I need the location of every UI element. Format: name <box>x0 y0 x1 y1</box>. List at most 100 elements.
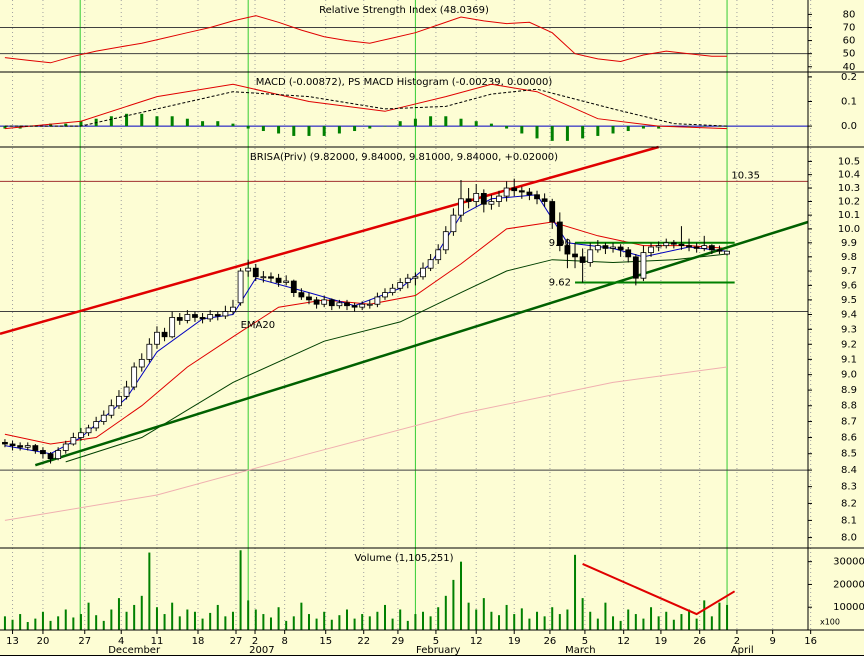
candle-body <box>123 386 130 397</box>
x-tick-label: 2 <box>734 636 740 647</box>
candle-body <box>655 245 662 248</box>
candle-body <box>344 302 350 307</box>
candle-body <box>701 245 708 249</box>
volume-bar <box>612 616 615 630</box>
month-label: February <box>416 645 460 656</box>
candle-body <box>313 299 320 305</box>
candle-body <box>724 250 730 255</box>
y-tick-label: 9.4 <box>841 310 857 321</box>
volume-bar <box>19 614 22 630</box>
x-tick-label: 27 <box>230 636 243 647</box>
histogram-bar <box>125 113 129 127</box>
y-tick-label: 10.5 <box>838 156 860 167</box>
volume-bar <box>193 611 196 630</box>
candle-body <box>496 195 502 202</box>
histogram-bar <box>64 123 68 127</box>
volume-bar <box>186 609 189 630</box>
histogram-bar <box>383 126 387 127</box>
candle-body <box>617 246 624 251</box>
volume-bar <box>467 602 470 630</box>
volume-bar <box>3 616 6 630</box>
trend-line <box>0 145 659 336</box>
histogram-bar <box>641 126 645 129</box>
volume-bar <box>140 595 143 630</box>
volume-bar <box>361 614 364 630</box>
candle-body <box>40 450 46 455</box>
x-tick-label: 12 <box>470 636 483 647</box>
candle-body <box>47 453 54 460</box>
histogram-bar <box>581 126 585 139</box>
volume-bar <box>163 614 166 630</box>
y-tick-label: 9.0 <box>841 370 857 381</box>
candle-body <box>9 443 16 447</box>
volume-bar <box>148 552 151 630</box>
volume-bar <box>672 619 675 630</box>
volume-bar <box>262 614 265 630</box>
volume-bar <box>102 620 105 630</box>
y-tick-label: 0.2 <box>841 72 857 83</box>
volume-bar <box>406 620 409 630</box>
candle-body <box>640 252 647 279</box>
volume-bar <box>155 607 158 630</box>
volume-bar <box>399 609 402 630</box>
candle-body <box>199 317 206 320</box>
volume-bar <box>292 616 295 630</box>
indicator-line <box>4 366 728 521</box>
volume-bar <box>247 600 250 630</box>
series-line <box>4 15 727 64</box>
volume-bar <box>285 620 288 630</box>
candle-body <box>549 201 556 223</box>
candle-body <box>648 246 654 254</box>
histogram-bar <box>429 116 433 127</box>
volume-bar <box>482 598 485 630</box>
candle-body <box>100 414 107 422</box>
volume-bar <box>452 579 455 630</box>
candle-body <box>93 421 100 429</box>
candle-body <box>184 314 191 321</box>
histogram-bar <box>337 126 341 134</box>
candle-body <box>382 292 388 298</box>
candle-body <box>17 445 24 448</box>
candle-body <box>55 450 62 460</box>
volume-bar <box>422 611 425 630</box>
candle-body <box>2 441 8 445</box>
x-tick-label: 26 <box>693 636 706 647</box>
volume-bar <box>239 550 242 630</box>
volume-bar <box>627 609 630 630</box>
y-tick-label: 9.1 <box>841 354 857 365</box>
y-tick-label: 30000 <box>833 557 864 568</box>
volume-bar <box>566 609 569 630</box>
candle-body <box>161 331 168 338</box>
volume-bar <box>171 602 174 630</box>
candle-body <box>412 276 419 279</box>
volume-bar <box>596 618 599 630</box>
candle-body <box>389 287 396 294</box>
volume-bar <box>437 607 440 630</box>
histogram-bar <box>596 126 600 136</box>
candle-body <box>192 314 198 318</box>
histogram-bar <box>155 116 159 127</box>
volume-bar <box>619 620 622 630</box>
candle-body <box>230 306 236 312</box>
candle-body <box>427 259 434 269</box>
candle-body <box>245 267 252 272</box>
candle-body <box>283 280 290 283</box>
y-tick-label: 8.7 <box>841 417 857 428</box>
y-tick-label: 10.0 <box>838 224 860 235</box>
x-tick-label: 13 <box>6 636 19 647</box>
volume-bar <box>498 615 501 630</box>
histogram-bar <box>368 126 372 129</box>
candle-body <box>526 191 533 196</box>
candle-body <box>146 343 153 360</box>
histogram-bar <box>687 126 691 127</box>
histogram-bar <box>201 121 205 127</box>
histogram-bar <box>307 126 311 136</box>
volume-bar <box>520 608 523 630</box>
month-label: 2007 <box>249 645 274 656</box>
volume-bar <box>315 618 318 630</box>
candle-body <box>359 303 366 308</box>
histogram-bar <box>3 126 7 129</box>
histogram-bar <box>535 126 539 139</box>
histogram-bar <box>565 126 569 141</box>
candle-body <box>541 198 548 202</box>
